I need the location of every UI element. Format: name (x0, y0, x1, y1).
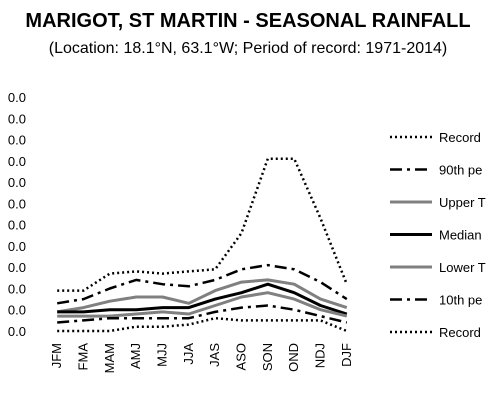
y-tick-label: 0.0 (8, 324, 26, 339)
x-tick-label: ASO (234, 343, 249, 370)
x-tick-label: AMJ (128, 343, 143, 369)
x-tick-label: FMA (76, 343, 91, 371)
y-tick-label: 0.0 (8, 281, 26, 296)
y-tick-label: 0.0 (8, 175, 26, 190)
legend-label-6: 10th pe (439, 293, 482, 308)
x-tick-label: DJF (339, 343, 354, 367)
x-tick-label: OND (286, 343, 301, 372)
x-tick-label: NDJ (313, 343, 328, 368)
y-tick-label: 0.0 (8, 133, 26, 148)
y-tick-label: 0.0 (8, 260, 26, 275)
series-line-4 (57, 282, 348, 316)
y-tick-label: 0.0 (8, 111, 26, 126)
legend-label-4: Median (439, 228, 482, 243)
y-tick-label: 0.0 (8, 218, 26, 233)
x-tick-label: JAS (207, 343, 222, 367)
x-tick-label: JFM (49, 343, 64, 368)
chart-title: MARIGOT, ST MARTIN - SEASONAL RAINFALL (25, 10, 470, 32)
x-tick-label: SON (260, 343, 275, 371)
series-line-2 (57, 263, 348, 305)
x-tick-label: JJA (181, 343, 196, 365)
chart-subtitle: (Location: 18.1°N, 63.1°W; Period of rec… (49, 40, 448, 57)
series-line-7 (57, 316, 348, 333)
x-tick-label: MJJ (155, 343, 170, 367)
legend-label-7: Record (439, 325, 481, 340)
series-line-6 (57, 304, 348, 324)
legend: Record 90th pe Upper T Median Lower T 10th pe… (390, 130, 486, 340)
legend-label-1: Record (439, 130, 481, 145)
series-line-1 (57, 157, 348, 292)
legend-label-2: 90th pe (439, 163, 482, 178)
y-tick-label: 0.0 (8, 239, 26, 254)
y-axis-tick-labels: 0.0 0.0 0.0 0.0 0.0 0.0 0.0 0.0 0.0 0.0 0.0 0.0 (8, 90, 26, 339)
x-axis-tick-labels: JFM FMA MAM AMJ MJJ JJA JAS ASO SON OND NDJ DJF (49, 343, 354, 374)
y-tick-label: 0.0 (8, 154, 26, 169)
series-line-5 (57, 291, 348, 318)
legend-label-3: Upper T (439, 195, 486, 210)
y-tick-label: 0.0 (8, 303, 26, 318)
legend-label-5: Lower T (439, 260, 486, 275)
plot-area (56, 157, 348, 333)
y-tick-label: 0.0 (8, 196, 26, 211)
x-tick-label: MAM (102, 343, 117, 373)
y-tick-label: 0.0 (8, 90, 26, 105)
series-line-3 (56, 278, 348, 314)
